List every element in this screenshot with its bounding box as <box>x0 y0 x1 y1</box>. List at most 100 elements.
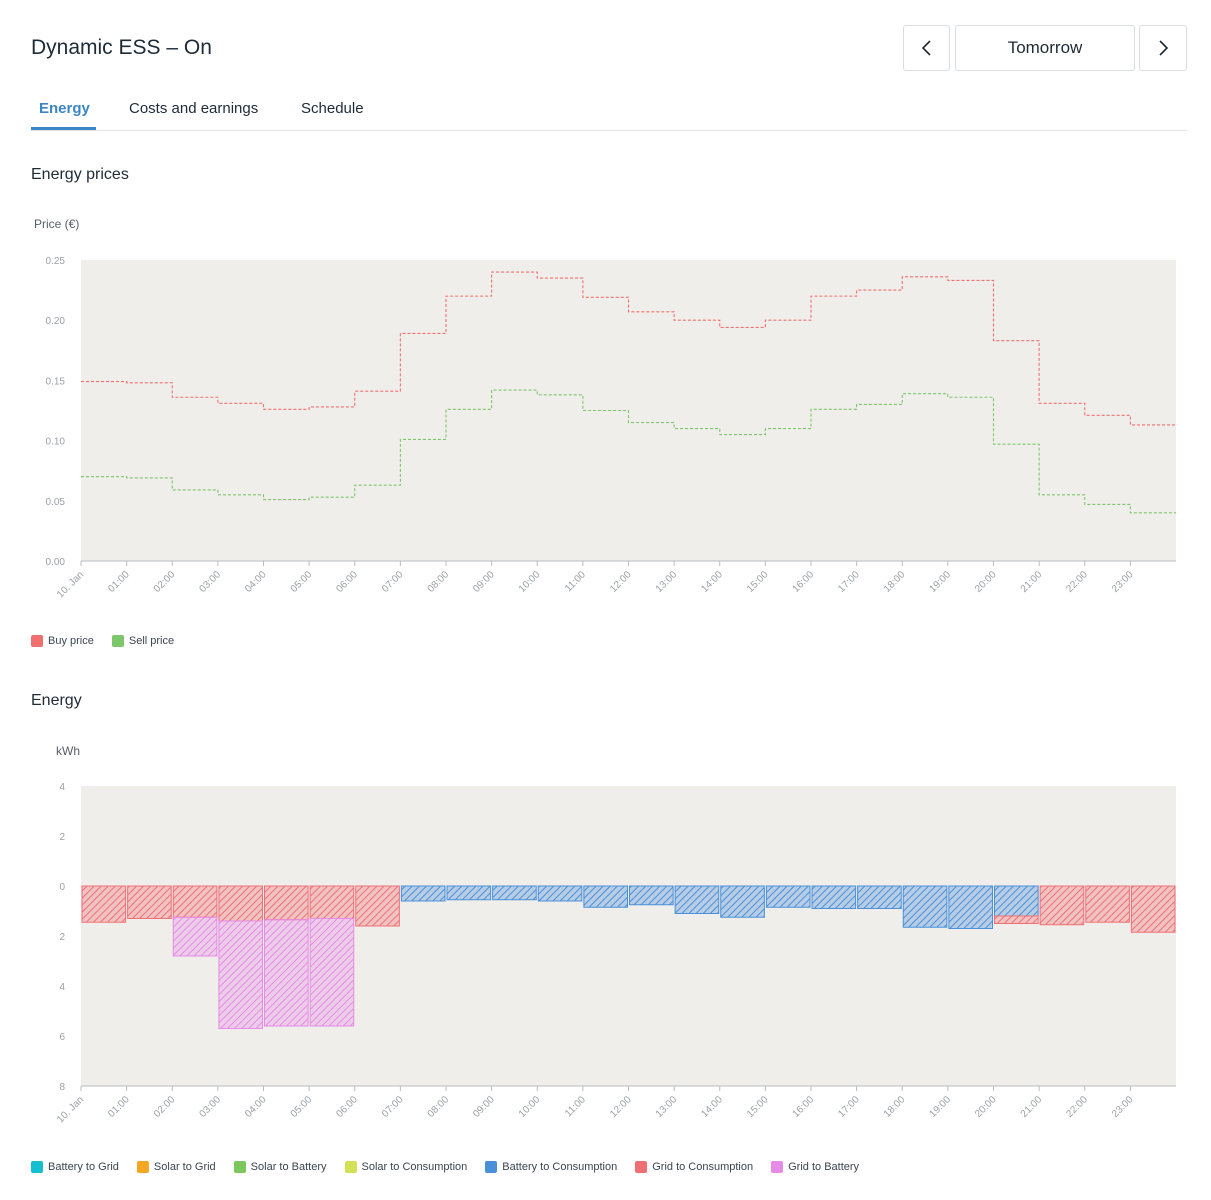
price-y-axis-title: Price (€) <box>34 217 79 231</box>
bar-grid-to-consumption <box>264 885 309 921</box>
x-tick-label: 10:00 <box>517 1094 543 1120</box>
x-tick-label: 07:00 <box>380 1094 406 1120</box>
next-period-button[interactable] <box>1139 25 1187 71</box>
energy-chart: kWh 4 2 0 2 4 6 810. Jan 01:00 02:00 03:00 04:00 05:… <box>55 744 1176 1125</box>
x-tick-label: 01:00 <box>106 569 132 595</box>
legend-sell-price[interactable]: Sell price <box>111 635 175 647</box>
bar-grid-to-consumption <box>355 885 400 927</box>
x-tick-label: 16:00 <box>791 569 817 595</box>
legend-swatch <box>31 635 43 647</box>
x-tick-label: 08:00 <box>426 1094 452 1120</box>
x-tick-label: 09:00 <box>471 569 497 595</box>
x-tick-label: 20:00 <box>973 569 999 595</box>
x-tick-label: 02:00 <box>152 569 178 595</box>
x-tick-label: 15:00 <box>745 1094 771 1120</box>
x-tick-label: 02:00 <box>152 1094 178 1120</box>
legend-solar-to-grid[interactable]: Solar to Grid <box>136 1161 216 1173</box>
x-tick-label: 09:00 <box>471 1094 497 1120</box>
x-tick-label: 17:00 <box>836 569 862 595</box>
bar-grid-to-battery <box>172 916 218 957</box>
bar-battery-to-consumption <box>537 885 583 902</box>
bar-grid-to-consumption <box>1085 885 1130 923</box>
x-tick-label: 17:00 <box>836 1094 862 1120</box>
legend-label: Battery to Consumption <box>502 1161 618 1173</box>
bar-battery-to-consumption <box>765 885 811 908</box>
tab-schedule[interactable]: Schedule <box>301 100 364 117</box>
legend-label: Battery to Grid <box>48 1161 119 1173</box>
x-tick-label: 18:00 <box>882 569 908 595</box>
legend-solar-to-battery[interactable]: Solar to Battery <box>233 1161 327 1173</box>
bar-battery-to-consumption <box>857 885 902 909</box>
legend-label: Buy price <box>48 635 94 647</box>
legend-buy-price[interactable]: Buy price <box>31 635 94 647</box>
x-tick-label: 13:00 <box>654 569 680 595</box>
x-tick-label: 23:00 <box>1110 1094 1136 1120</box>
y-tick-label: 6 <box>59 1032 65 1043</box>
x-tick-label: 01:00 <box>106 1094 132 1120</box>
x-tick-label: 05:00 <box>289 1094 315 1120</box>
bar-battery-to-consumption <box>994 885 1039 917</box>
x-tick-label: 10. Jan <box>55 1094 86 1125</box>
x-tick-label: 16:00 <box>791 1094 817 1120</box>
x-tick-label: 10. Jan <box>55 569 86 600</box>
x-tick-label: 22:00 <box>1064 1094 1090 1120</box>
period-selector[interactable]: Tomorrow <box>955 25 1135 71</box>
previous-period-button[interactable] <box>903 25 950 71</box>
period-label: Tomorrow <box>1007 38 1083 57</box>
price-legend: Buy price Sell price <box>31 635 192 647</box>
legend-battery-to-grid[interactable]: Battery to Grid <box>31 1161 119 1173</box>
x-tick-label: 05:00 <box>289 569 315 595</box>
legend-label: Solar to Battery <box>250 1161 327 1173</box>
y-tick-label: 4 <box>59 782 65 793</box>
y-tick-label: 2 <box>59 832 65 843</box>
legend-grid-to-consumption[interactable]: Grid to Consumption <box>635 1161 753 1173</box>
x-tick-label: 03:00 <box>198 569 224 595</box>
y-tick-label: 0.25 <box>46 256 66 267</box>
legend-swatch <box>111 635 124 647</box>
x-tick-label: 03:00 <box>198 1094 224 1120</box>
y-tick-label: 0.10 <box>46 437 66 448</box>
legend-swatch <box>485 1161 498 1173</box>
x-tick-label: 08:00 <box>426 569 452 595</box>
legend-battery-to-consumption[interactable]: Battery to Consumption <box>485 1161 617 1173</box>
page-title: Dynamic ESS – On <box>31 36 212 59</box>
bar-battery-to-consumption <box>811 885 857 909</box>
x-tick-label: 20:00 <box>973 1094 999 1120</box>
bar-grid-to-battery <box>309 918 355 1027</box>
y-tick-label: 0.15 <box>46 376 66 387</box>
x-tick-label: 10:00 <box>517 569 543 595</box>
bar-grid-to-battery <box>218 920 263 1029</box>
energy-plot-area <box>81 786 1176 1086</box>
x-tick-label: 18:00 <box>882 1094 908 1120</box>
x-tick-label: 12:00 <box>608 1094 634 1120</box>
bar-battery-to-consumption <box>720 885 765 918</box>
series-line-buy-price <box>81 271 1176 426</box>
x-tick-label: 21:00 <box>1019 569 1045 595</box>
bar-grid-to-consumption <box>1039 885 1085 926</box>
x-tick-label: 13:00 <box>654 1094 680 1120</box>
legend-solar-to-consumption[interactable]: Solar to Consumption <box>344 1161 467 1173</box>
y-tick-label: 0 <box>59 882 65 893</box>
legend-grid-to-battery[interactable]: Grid to Battery <box>771 1161 859 1173</box>
bar-battery-to-consumption <box>492 885 537 901</box>
x-tick-label: 04:00 <box>243 569 269 595</box>
legend-swatch <box>233 1161 246 1173</box>
series-line-sell-price <box>81 389 1176 514</box>
tab-energy[interactable]: Energy <box>39 100 90 117</box>
y-tick-label: 8 <box>59 1082 65 1093</box>
x-tick-label: 14:00 <box>699 569 725 595</box>
y-tick-label: 0.05 <box>46 497 66 508</box>
tab-costs-and-earnings[interactable]: Costs and earnings <box>129 100 259 117</box>
x-tick-label: 19:00 <box>928 1094 954 1120</box>
bar-battery-to-consumption <box>948 885 993 929</box>
legend-label: Sell price <box>128 635 175 647</box>
energy-y-axis-title: kWh <box>56 744 80 758</box>
x-tick-label: 12:00 <box>608 569 634 595</box>
x-tick-label: 11:00 <box>563 569 588 594</box>
energy-prices-title: Energy prices <box>31 166 129 183</box>
bar-grid-to-consumption <box>172 885 218 918</box>
x-tick-label: 04:00 <box>243 1094 269 1120</box>
legend-swatch <box>771 1161 784 1173</box>
bar-grid-to-consumption <box>1130 885 1176 933</box>
y-tick-label: 0.20 <box>46 316 66 327</box>
